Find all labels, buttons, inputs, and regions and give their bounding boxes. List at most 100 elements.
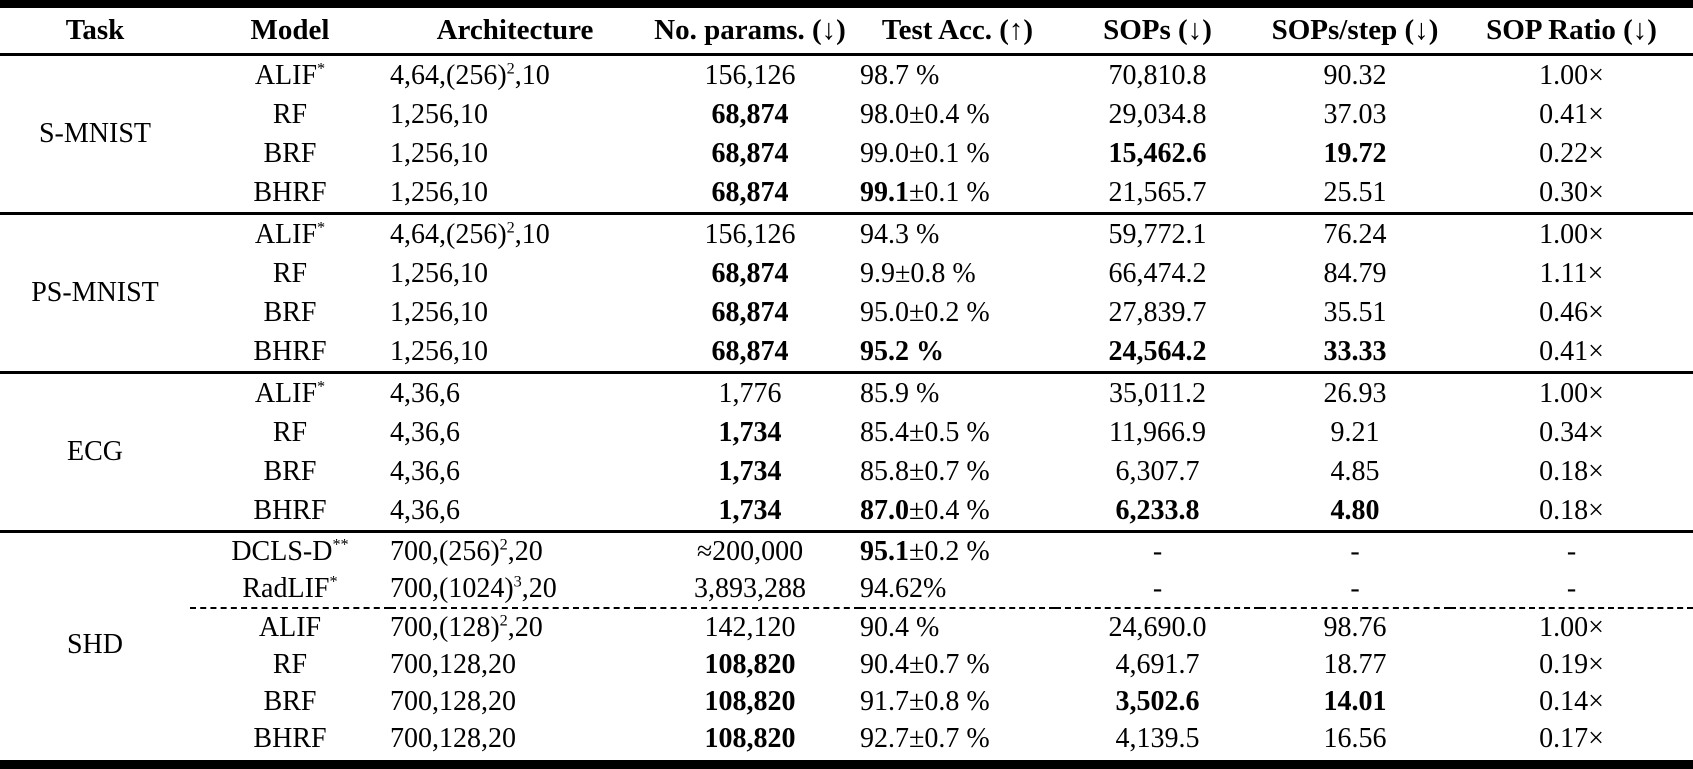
cell-params: 156,126: [704, 59, 796, 91]
cell-sops_step: 84.79: [1323, 257, 1387, 289]
cell-sops_step: 90.32: [1323, 59, 1387, 91]
cell-params: 1,734: [718, 494, 782, 526]
cell-ratio: 1.11×: [1539, 257, 1604, 289]
cell-sops_step: 37.03: [1323, 98, 1387, 130]
cell-ratio: 0.41×: [1539, 98, 1604, 130]
cell-arch: 4,36,6: [390, 494, 460, 526]
cell-arch: 4,36,6: [390, 416, 460, 448]
table-row: ECG ALIF* 4,36,6 1,776 85.9 % 35,011.2 26.93 1.…: [0, 373, 1693, 465]
cell-params: 1,734: [718, 455, 782, 487]
cell-sops: 59,772.1: [1108, 218, 1207, 250]
cell-acc: 91.7±0.8 %: [860, 685, 990, 717]
column-header-model: Model: [190, 8, 390, 56]
cell-params: 1,776: [718, 377, 782, 409]
cell-params: 3,893,288: [694, 572, 806, 604]
cell-sops_step: 35.51: [1323, 296, 1387, 328]
table-row: BRF 1,256,10 68,874 99.0±0.1 % 15,462.6 19.72…: [0, 134, 1693, 173]
cell-model: RF: [272, 416, 308, 448]
cell-arch: 700,(128)2,20: [390, 607, 640, 646]
cell-acc: 98.0±0.4 %: [860, 98, 990, 130]
cell-model: BHRF: [253, 335, 327, 367]
cell-sops: 70,810.8: [1108, 59, 1207, 91]
cell-arch: 4,64,(256)2,10: [390, 59, 550, 91]
cell-acc: 87.0±0.4 %: [860, 494, 990, 526]
cell-acc: 98.7 %: [860, 59, 940, 91]
table-row: S-MNIST ALIF* 4,64,(256)2,10 156,126 98.7 % 7…: [0, 55, 1693, 147]
cell-params: 1,734: [718, 416, 782, 448]
cell-model: DCLS-D**: [231, 535, 349, 567]
cell-params: 68,874: [711, 137, 789, 169]
cell-model: ALIF*: [254, 218, 326, 250]
task-group-ecg: ECG ALIF* 4,36,6 1,776 85.9 % 35,011.2 26.93 1.…: [0, 372, 1693, 532]
task-group-ps-mnist: PS-MNIST ALIF* 4,64,(256)2,10 156,126 94.3 %…: [0, 213, 1693, 373]
cell-model: RadLIF*: [242, 572, 338, 604]
cell-acc: 99.1±0.1 %: [860, 176, 990, 208]
task-group-shd: SHD DCLS-D** 700,(256)2,20 ≈200,000 95.1±0.2…: [0, 531, 1693, 758]
cell-arch: 1,256,10: [390, 98, 488, 130]
cell-sops: 3,502.6: [1115, 685, 1200, 717]
cell-acc: 95.2 %: [860, 335, 944, 367]
task-label: SHD: [66, 629, 123, 660]
table-row: PS-MNIST ALIF* 4,64,(256)2,10 156,126 94.3 %…: [0, 214, 1693, 306]
cell-arch: 1,256,10: [390, 335, 488, 367]
column-header-sop-ratio: SOP Ratio (↓): [1450, 8, 1693, 56]
cell-arch: 4,36,6: [390, 377, 460, 409]
cell-acc: 85.4±0.5 %: [860, 416, 990, 448]
task-group-s-mnist: S-MNIST ALIF* 4,64,(256)2,10 156,126 98.7 % 7…: [0, 54, 1693, 214]
cell-sops_step: -: [1350, 572, 1360, 604]
cell-sops: 24,564.2: [1108, 335, 1207, 367]
cell-sops: 6,233.8: [1115, 494, 1200, 526]
cell-arch: 1,256,10: [390, 296, 488, 328]
column-header-architecture: Architecture: [390, 8, 640, 56]
cell-sops_step: 26.93: [1323, 377, 1387, 409]
cell-sops_step: 9.21: [1330, 416, 1380, 448]
table-row: BRF 700,128,20 108,820 91.7±0.8 % 3,502.6 14.…: [0, 683, 1693, 720]
cell-ratio: -: [1566, 535, 1577, 567]
table-row: BRF 4,36,6 1,734 85.8±0.7 % 6,307.7 4.85 0.18×: [0, 452, 1693, 491]
cell-model: RF: [272, 257, 308, 289]
cell-params: 68,874: [711, 296, 789, 328]
cell-arch: 700,128,20: [390, 685, 516, 717]
cell-sops: 15,462.6: [1108, 137, 1207, 169]
cell-sops_step: 4.85: [1330, 455, 1380, 487]
cell-model: BHRF: [253, 722, 327, 754]
cell-params: 108,820: [704, 648, 796, 680]
table-row: SHD DCLS-D** 700,(256)2,20 ≈200,000 95.1±0.2…: [0, 532, 1693, 658]
cell-sops: -: [1152, 535, 1163, 567]
column-header-sops-step: SOPs/step (↓): [1260, 8, 1450, 56]
cell-acc: 9.9±0.8 %: [860, 257, 976, 289]
cell-model: BRF: [263, 296, 317, 328]
cell-acc: 85.9 %: [860, 377, 940, 409]
cell-acc: 94.3 %: [860, 218, 940, 250]
cell-acc: 95.0±0.2 %: [860, 296, 990, 328]
cell-ratio: 0.14×: [1539, 685, 1604, 717]
cell-arch: 700,128,20: [390, 722, 516, 754]
cell-sops_step: 33.33: [1323, 335, 1387, 367]
cell-params: 68,874: [711, 176, 789, 208]
cell-acc: 99.0±0.1 %: [860, 137, 990, 169]
cell-acc: 85.8±0.7 %: [860, 455, 990, 487]
cell-arch: 700,128,20: [390, 648, 516, 680]
cell-arch: 4,36,6: [390, 455, 460, 487]
cell-params: 68,874: [711, 335, 789, 367]
table-row: ALIF 700,(128)2,20 142,120 90.4 % 24,690.0 98…: [0, 607, 1693, 646]
cell-sops: 35,011.2: [1109, 377, 1206, 409]
cell-params: 156,126: [704, 218, 796, 250]
column-header-sops: SOPs (↓): [1055, 8, 1260, 56]
cell-params: 142,120: [640, 607, 860, 646]
cell-params: 108,820: [704, 685, 796, 717]
table-row: RF 4,36,6 1,734 85.4±0.5 % 11,966.9 9.21 0.34×: [0, 413, 1693, 452]
cell-model: ALIF*: [254, 377, 326, 409]
cell-params: ≈200,000: [696, 535, 804, 567]
cell-model: RF: [272, 648, 308, 680]
cell-params: 68,874: [711, 98, 789, 130]
cell-ratio: 0.34×: [1539, 416, 1604, 448]
column-header-no-params: No. params. (↓): [640, 8, 860, 56]
cell-sops_step: 76.24: [1323, 218, 1387, 250]
column-header-test-acc: Test Acc. (↑): [860, 8, 1055, 56]
cell-ratio: 0.18×: [1539, 455, 1604, 487]
cell-arch: 1,256,10: [390, 176, 488, 208]
cell-arch: 700,(1024)3,20: [390, 572, 557, 604]
cell-acc: 95.1±0.2 %: [860, 535, 990, 567]
